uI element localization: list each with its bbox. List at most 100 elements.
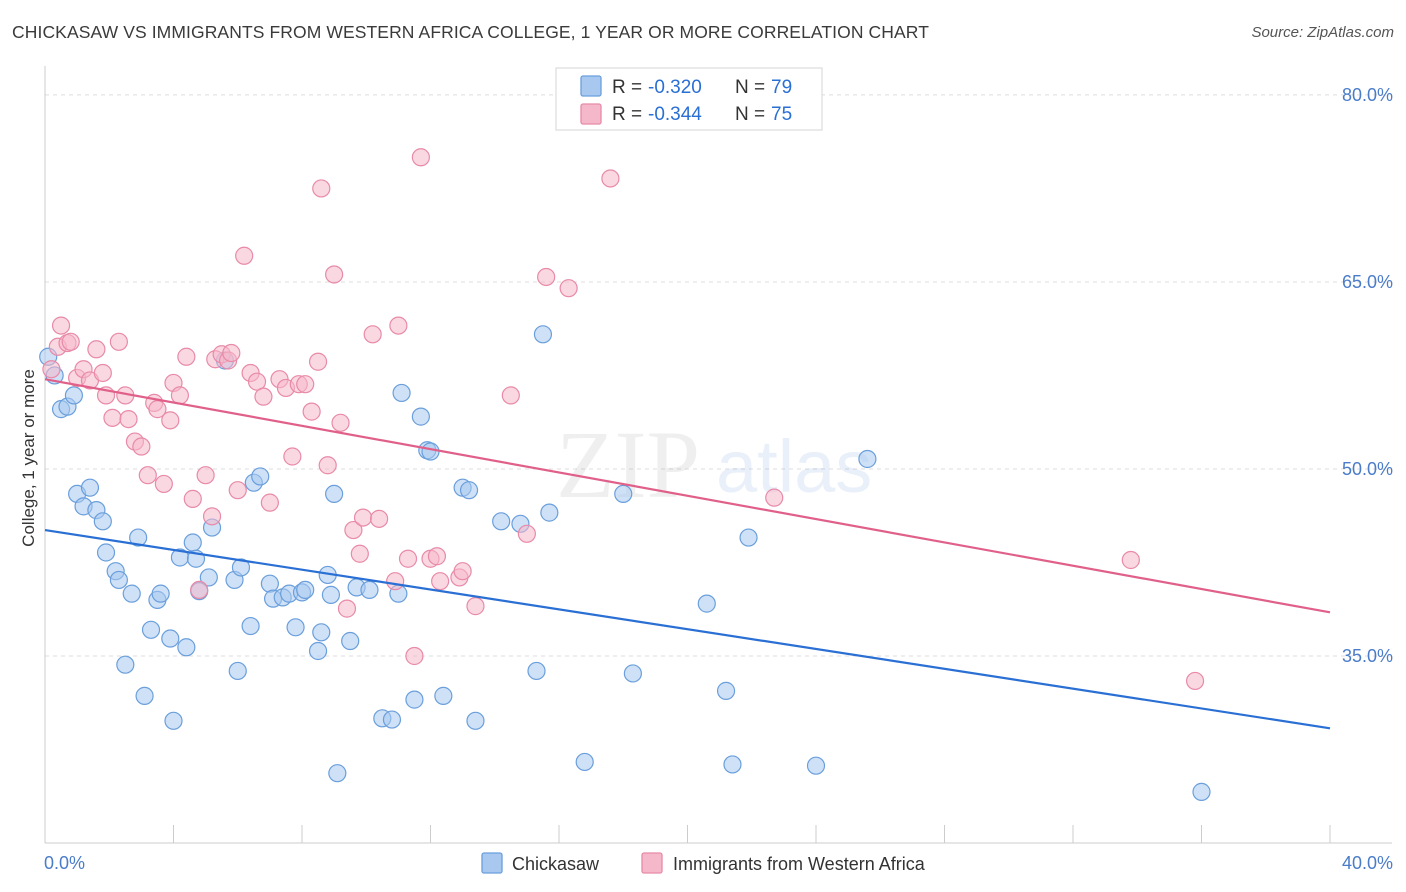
point-immigrants [389, 316, 408, 335]
point-immigrants [177, 347, 196, 366]
point-chickasaw [96, 543, 116, 562]
point-chickasaw [575, 752, 594, 772]
legend-n-label-1: N = [735, 77, 765, 98]
legend-n-label-2: N = [735, 104, 765, 125]
point-chickasaw [80, 478, 100, 497]
point-immigrants [353, 508, 373, 527]
point-immigrants [119, 409, 138, 429]
point-chickasaw [308, 641, 328, 661]
watermark: ZIP atlas [556, 411, 872, 518]
series-legend-label-immigrants: Immigrants from Western Africa [673, 854, 926, 874]
point-chickasaw [1192, 782, 1211, 801]
point-chickasaw [392, 383, 411, 403]
point-chickasaw [405, 690, 424, 709]
point-immigrants [363, 325, 382, 344]
point-immigrants [398, 549, 418, 568]
point-chickasaw [122, 584, 141, 603]
trend-line-immigrants [44, 378, 1331, 614]
point-immigrants [318, 456, 337, 475]
point-immigrants [325, 265, 344, 284]
point-immigrants [1121, 550, 1140, 570]
point-chickasaw [325, 484, 344, 504]
point-immigrants [1185, 671, 1205, 691]
point-immigrants [154, 474, 173, 494]
point-chickasaw [341, 631, 360, 651]
point-immigrants [344, 520, 363, 540]
point-immigrants [559, 279, 578, 298]
point-immigrants [103, 408, 122, 427]
point-immigrants [260, 493, 279, 512]
point-chickasaw [296, 580, 315, 600]
point-immigrants [431, 572, 450, 591]
point-immigrants [466, 597, 485, 616]
point-immigrants [61, 332, 80, 351]
x-tick-label-max: 40.0% [1342, 853, 1393, 873]
series-legend-swatch-immigrants [641, 852, 663, 874]
point-immigrants [202, 507, 222, 526]
point-immigrants [222, 343, 241, 363]
point-chickasaw [623, 664, 642, 683]
point-immigrants [170, 386, 190, 405]
point-immigrants [337, 599, 357, 618]
point-chickasaw [533, 325, 553, 344]
point-chickasaw [382, 710, 402, 729]
legend-swatch-blue [580, 75, 602, 97]
point-immigrants [296, 375, 315, 394]
point-immigrants [386, 572, 405, 591]
point-immigrants [427, 547, 447, 566]
point-chickasaw [129, 528, 148, 547]
point-chickasaw [527, 661, 546, 681]
scatter-points [39, 148, 1211, 801]
point-immigrants [411, 148, 430, 167]
legend-r-value-2: -0.344 [648, 104, 702, 125]
point-chickasaw [64, 386, 84, 405]
point-immigrants [196, 466, 215, 485]
axes [44, 66, 1392, 844]
point-immigrants [312, 179, 331, 198]
series-legend-label-chickasaw: Chickasaw [512, 854, 600, 874]
point-chickasaw [540, 503, 559, 522]
point-chickasaw [177, 638, 196, 657]
point-immigrants [183, 489, 202, 508]
point-chickasaw [723, 755, 742, 774]
point-chickasaw [360, 580, 379, 600]
gridlines [45, 94, 1392, 657]
legend-r-label-2: R = [612, 104, 642, 125]
chart-title: CHICKASAW VS IMMIGRANTS FROM WESTERN AFR… [12, 22, 930, 42]
legend-n-value-1: 79 [771, 77, 792, 98]
y-tick-label: 80.0% [1342, 85, 1393, 105]
point-chickasaw [199, 568, 218, 587]
point-chickasaw [164, 711, 183, 730]
point-immigrants [501, 386, 520, 405]
point-immigrants [453, 562, 472, 581]
stats-legend: R = -0.320 N = 79 R = -0.344 N = 75 [555, 67, 823, 131]
point-chickasaw [161, 629, 180, 648]
watermark-atlas: atlas [716, 425, 872, 508]
point-chickasaw [434, 686, 453, 705]
point-immigrants [132, 437, 151, 456]
point-chickasaw [421, 442, 440, 461]
y-tick-label: 65.0% [1342, 272, 1393, 292]
point-immigrants [405, 646, 424, 666]
point-immigrants [161, 411, 180, 430]
series-legend: Chickasaw Immigrants from Western Africa [481, 852, 926, 874]
trend-lines [44, 378, 1331, 730]
point-chickasaw [93, 512, 112, 531]
point-immigrants [370, 509, 389, 528]
point-chickasaw [109, 570, 128, 590]
point-chickasaw [135, 686, 154, 705]
point-immigrants [190, 580, 209, 600]
point-chickasaw [459, 481, 479, 500]
x-tick-labels: 0.0% 40.0% [44, 853, 1393, 873]
point-chickasaw [614, 484, 633, 504]
y-axis-label: College, 1 year or more [19, 369, 38, 547]
point-immigrants [765, 488, 784, 507]
point-immigrants [228, 481, 247, 500]
point-chickasaw [241, 616, 260, 636]
legend-r-value-1: -0.320 [648, 77, 702, 98]
y-tick-label: 50.0% [1342, 459, 1393, 479]
point-chickasaw [116, 655, 135, 674]
point-chickasaw [697, 594, 716, 613]
legend-r-label-1: R = [612, 77, 642, 98]
